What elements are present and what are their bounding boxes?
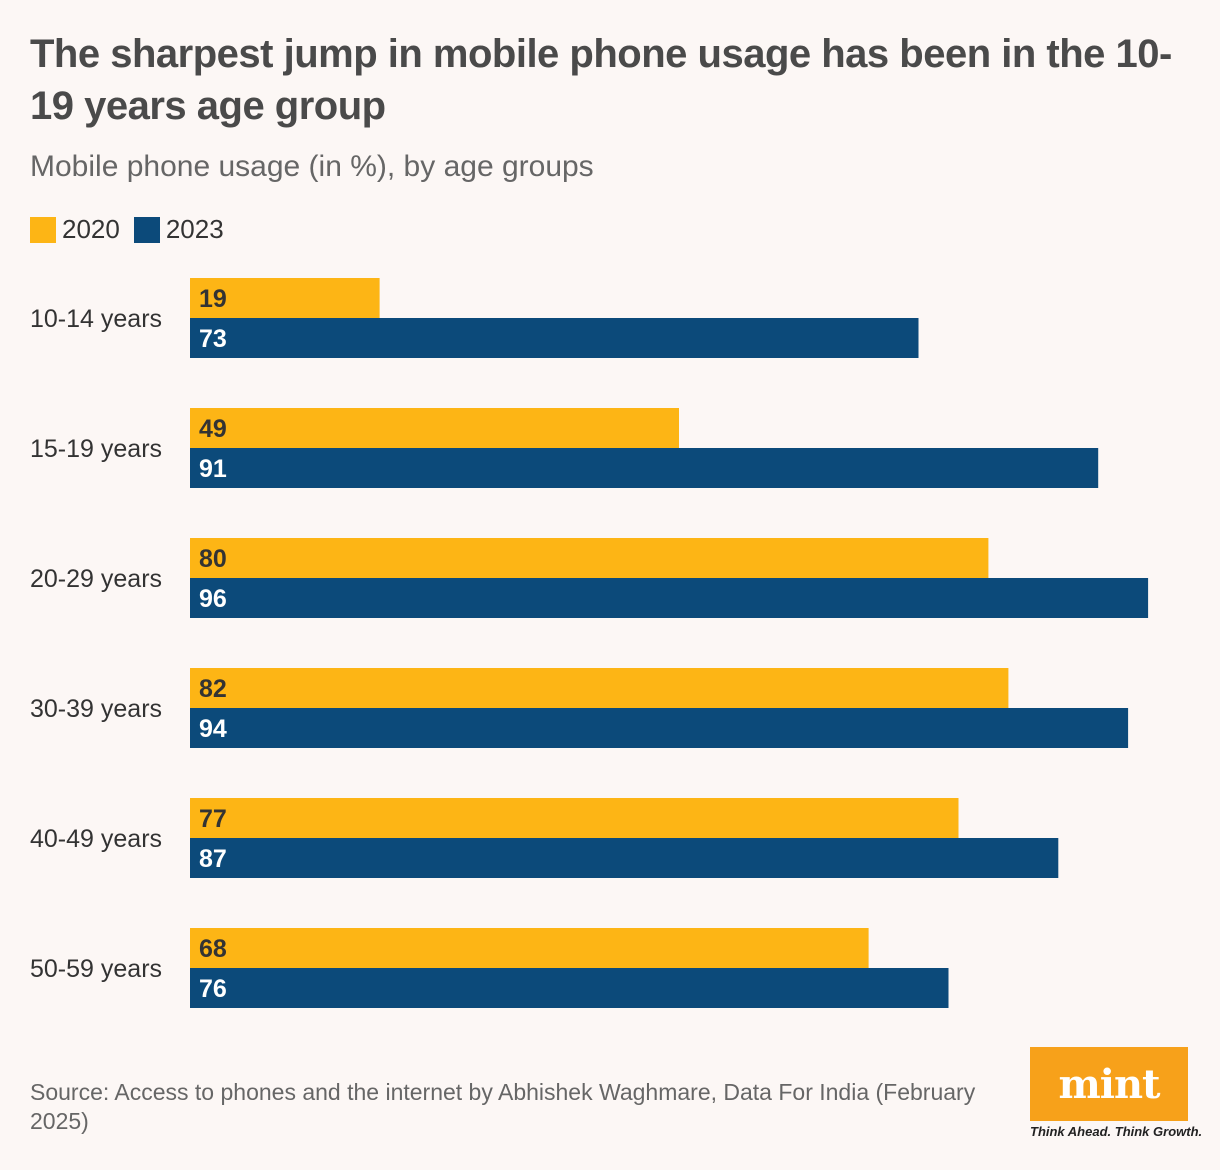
source-note: Source: Access to phones and the interne… — [30, 1079, 976, 1134]
category-label: 20-29 years — [30, 565, 162, 593]
data-label-2023: 73 — [199, 325, 227, 353]
data-label-2023: 91 — [199, 455, 227, 483]
legend: 2020 2023 — [30, 214, 224, 245]
data-label-2020: 19 — [199, 285, 227, 313]
legend-swatch-2020 — [30, 216, 56, 243]
legend-item-2023: 2023 — [133, 214, 224, 245]
bar-2023 — [190, 448, 1099, 488]
data-label-2023: 76 — [199, 975, 227, 1003]
bar-2020 — [190, 408, 679, 448]
bar-2023 — [190, 838, 1059, 878]
mint-logo: mint — [1030, 1047, 1188, 1121]
bar-chart: 10-14 years 19 73 15-19 years 49 91 20-29 year… — [30, 278, 1149, 1008]
data-label-2020: 77 — [199, 805, 227, 833]
data-label-2023: 96 — [199, 585, 227, 613]
data-label-2023: 87 — [199, 845, 227, 873]
legend-swatch-2023 — [133, 216, 160, 243]
legend-item-2020: 2020 — [30, 214, 120, 245]
chart-subtitle: Mobile phone usage (in %), by age groups — [30, 150, 594, 183]
bar-2020 — [190, 538, 989, 578]
data-label-2020: 82 — [199, 675, 227, 703]
category-label: 15-19 years — [30, 435, 162, 463]
category-label: 10-14 years — [30, 305, 162, 333]
legend-label-2020: 2020 — [62, 214, 120, 244]
category-label: 30-39 years — [30, 695, 162, 723]
category-label: 50-59 years — [30, 955, 162, 983]
data-label-2020: 49 — [199, 415, 227, 443]
bar-2020 — [190, 798, 959, 838]
bar-2020 — [190, 668, 1009, 708]
bar-2023 — [190, 968, 949, 1008]
chart-title: The sharpest jump in mobile phone usage … — [30, 32, 1172, 128]
data-label-2023: 94 — [199, 715, 227, 743]
bar-2023 — [190, 578, 1149, 618]
bar-2023 — [190, 708, 1129, 748]
data-label-2020: 80 — [199, 545, 227, 573]
data-label-2020: 68 — [199, 935, 227, 963]
brand-tagline: Think Ahead. Think Growth. — [1030, 1124, 1203, 1139]
legend-label-2023: 2023 — [165, 214, 224, 244]
logo-text: mint — [1058, 1060, 1160, 1108]
category-label: 40-49 years — [30, 825, 162, 853]
bar-2020 — [190, 278, 380, 318]
bar-2023 — [190, 318, 919, 358]
bar-2020 — [190, 928, 869, 968]
